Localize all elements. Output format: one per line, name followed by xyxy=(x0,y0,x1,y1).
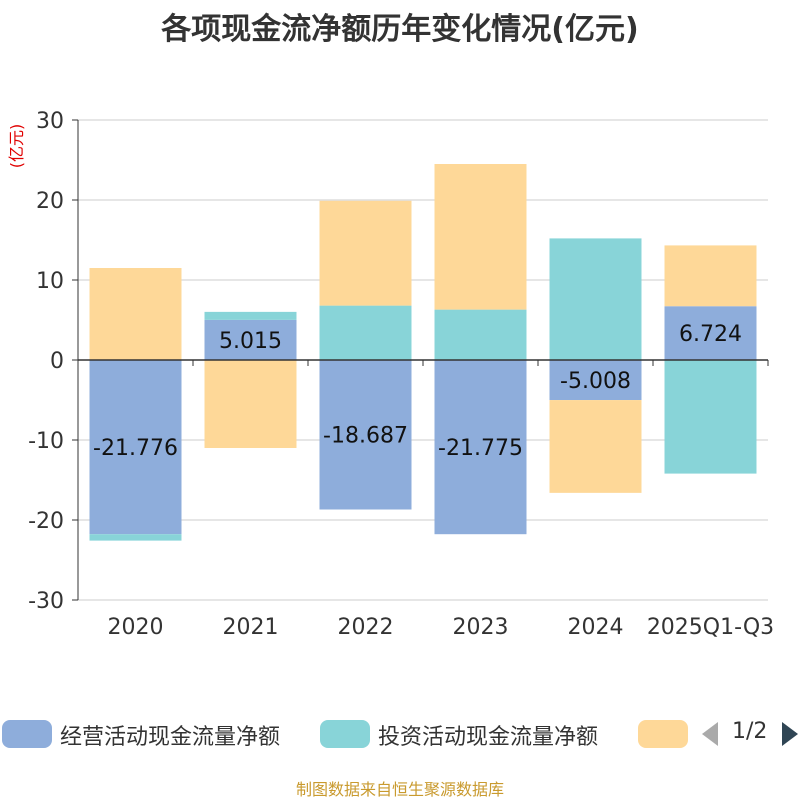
x-tick-label: 2022 xyxy=(338,615,394,640)
x-tick-label: 2025Q1-Q3 xyxy=(647,615,774,640)
legend-label-operating[interactable]: 经营活动现金流量净额 xyxy=(60,725,281,750)
axis-layer: 30 20 10 0 -10 -20 -30 (亿元) 2020 2021 2022 2023 2024… xyxy=(7,109,774,640)
bar-series-0-2024 xyxy=(549,360,642,401)
bar-series-2-2022 xyxy=(319,200,412,306)
y-axis-label: (亿元) xyxy=(7,124,26,169)
bar-series-0-2023 xyxy=(434,360,527,535)
legend-swatch-investing[interactable] xyxy=(320,720,370,748)
bar-chart: 30 20 10 0 -10 -20 -30 (亿元) 2020 2021 2022 2023 2024… xyxy=(7,109,774,640)
bar-series-2-2023 xyxy=(434,164,527,310)
bars-layer xyxy=(89,164,757,541)
legend-label-investing[interactable]: 投资活动现金流量净额 xyxy=(378,725,599,750)
y-tick-label: 20 xyxy=(36,189,64,214)
bar-series-1-2024 xyxy=(549,238,642,360)
pager-text: 1/2 xyxy=(732,719,768,744)
legend-swatch-financing[interactable] xyxy=(638,720,688,748)
bar-series-2-2021 xyxy=(204,360,297,448)
data-label: 6.724 xyxy=(679,322,742,347)
data-source-note: 制图数据来自恒生聚源数据库 xyxy=(295,780,504,799)
bar-series-0-2021 xyxy=(204,319,297,360)
bar-series-1-2021 xyxy=(204,311,297,320)
bar-series-0-2020 xyxy=(89,360,182,535)
labels-layer: -21.776 5.015 -18.687 -21.775 -5.008 6.724 xyxy=(93,322,742,461)
bar-series-0-2022 xyxy=(319,360,412,510)
pager-prev-icon[interactable] xyxy=(700,720,720,748)
bar-series-2-2024 xyxy=(549,400,642,493)
bar-series-1-2020 xyxy=(89,534,182,541)
data-label: -18.687 xyxy=(323,424,408,449)
y-tick-label: -20 xyxy=(28,509,64,534)
data-label: -21.775 xyxy=(438,436,523,461)
legend: 经营活动现金流量净额 投资活动现金流量净额 1/2 xyxy=(0,716,800,752)
bar-series-2-2020 xyxy=(89,268,182,360)
bar-series-1-2023 xyxy=(434,309,527,360)
y-tick-label: -10 xyxy=(28,429,64,454)
bar-series-0-2025Q1-Q3 xyxy=(664,306,757,360)
y-tick-label: -30 xyxy=(28,589,64,614)
bar-series-1-2025Q1-Q3 xyxy=(664,360,757,474)
legend-swatch-operating[interactable] xyxy=(2,720,52,748)
data-label: 5.015 xyxy=(219,329,282,354)
pager-next-icon[interactable] xyxy=(780,720,800,748)
data-label: -21.776 xyxy=(93,436,178,461)
y-tick-label: 10 xyxy=(36,269,64,294)
bar-series-2-2025Q1-Q3 xyxy=(664,245,757,307)
x-tick-label: 2024 xyxy=(568,615,624,640)
data-label: -5.008 xyxy=(560,369,631,394)
chart-title: 各项现金流净额历年变化情况(亿元) xyxy=(161,12,639,47)
x-tick-label: 2023 xyxy=(453,615,509,640)
y-tick-label: 30 xyxy=(36,109,64,134)
bar-series-1-2022 xyxy=(319,305,412,360)
x-tick-label: 2020 xyxy=(108,615,164,640)
x-tick-label: 2021 xyxy=(223,615,279,640)
y-tick-label: 0 xyxy=(50,349,64,374)
